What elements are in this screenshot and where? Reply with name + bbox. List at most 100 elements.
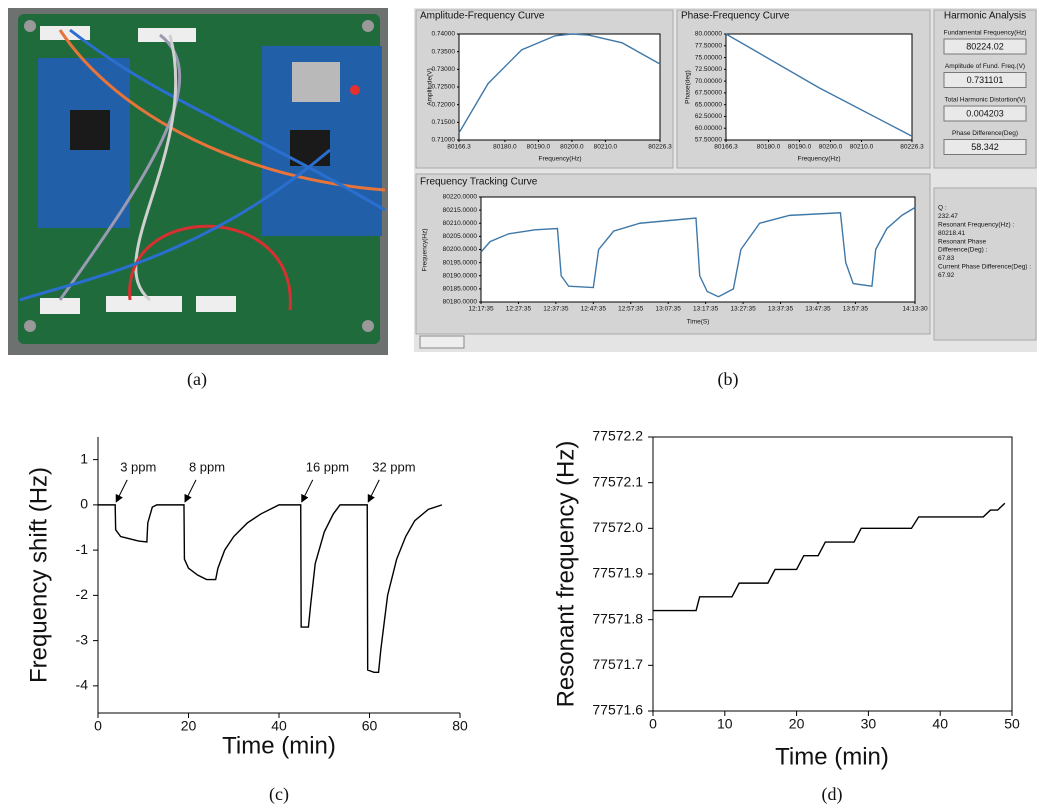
screw xyxy=(362,320,374,332)
y-axis-label: Frequency shift (Hz) xyxy=(25,467,52,683)
annotation-arrow xyxy=(367,479,380,503)
field-box xyxy=(943,105,1027,122)
connector xyxy=(40,298,80,314)
panel-label: (b) xyxy=(718,369,739,390)
x-tick-label: 13:07:35 xyxy=(656,306,682,313)
field-label: Phase Difference(Deg) xyxy=(952,130,1018,137)
info-line: Resonant Frequency(Hz) : xyxy=(938,222,1014,229)
x-axis-label: Time (min) xyxy=(222,732,336,759)
x-tick-label: 80180.0 xyxy=(493,144,517,151)
y-tick-label: 80215.0000 xyxy=(443,207,478,214)
y-tick-label: 0.71500 xyxy=(432,119,456,126)
y-tick-label: -1 xyxy=(76,541,89,557)
chip xyxy=(70,110,110,150)
toolbar[interactable] xyxy=(419,335,465,349)
y-tick-label: 67.50000 xyxy=(695,90,722,97)
screw xyxy=(24,20,36,32)
x-tick-label: 80190.0 xyxy=(788,144,812,151)
y-tick-label: 80220.0000 xyxy=(443,194,478,201)
y-tick-label: 0.73000 xyxy=(432,66,456,73)
connector xyxy=(106,296,182,312)
x-tick-label: 80200.0 xyxy=(560,144,584,151)
x-tick-label: 50 xyxy=(1004,716,1020,732)
x-axis-label: Time(S) xyxy=(687,319,710,326)
field-label: Total Harmonic Distortion(V) xyxy=(944,97,1025,104)
x-tick-label: 12:27:35 xyxy=(506,306,532,313)
y-tick-label: 80190.0000 xyxy=(443,272,478,279)
info-line: Resonant Phase xyxy=(938,238,986,245)
y-axis-label: Frequency(Hz) xyxy=(422,229,429,272)
x-tick-label: 80210.0 xyxy=(594,144,618,151)
y-tick-label: 0.73500 xyxy=(432,48,456,55)
y-tick-label: 80185.0000 xyxy=(443,286,478,293)
y-tick-label: 77572.1 xyxy=(592,473,643,489)
info-line: Current Phase Difference(Deg) : xyxy=(938,264,1031,271)
x-tick-label: 0 xyxy=(94,718,102,734)
wire xyxy=(128,224,292,311)
x-tick-label: 13:17:35 xyxy=(693,306,719,313)
field-box xyxy=(943,38,1027,55)
y-axis-label: Phase(deg) xyxy=(685,70,692,104)
connector xyxy=(138,28,196,42)
info-line: 67.92 xyxy=(938,272,955,279)
y-tick-label: 0.74000 xyxy=(432,31,456,38)
x-tick-label: 80166.3 xyxy=(447,144,471,151)
screw xyxy=(362,20,374,32)
x-tick-label: 30 xyxy=(861,716,877,732)
y-tick-label: 1 xyxy=(80,450,88,466)
plot-area xyxy=(458,33,661,141)
y-tick-label: 80200.0000 xyxy=(443,246,478,253)
y-tick-label: 0.72000 xyxy=(432,101,456,108)
wire xyxy=(58,33,182,301)
annotation-arrow xyxy=(184,479,197,503)
wire xyxy=(134,34,178,302)
x-tick-label: 14:13:30 xyxy=(902,306,928,313)
x-tick-label: 80 xyxy=(452,718,468,734)
harmonic-fields: Fundamental Frequency(Hz) 80224.02 Amplitu… xyxy=(943,30,1027,155)
tracking-info: Q :232.47 Resonant Frequency(Hz) :80218.4… xyxy=(938,205,1031,279)
y-tick-label: 80195.0000 xyxy=(443,259,478,266)
x-tick-label: 40 xyxy=(932,716,948,732)
x-tick-label: 12:17:35 xyxy=(468,306,494,313)
y-tick-label: 77572.0 xyxy=(592,519,643,535)
y-tick-label: -2 xyxy=(76,586,89,602)
annotation-arrow xyxy=(115,479,128,503)
y-tick-label: 72.50000 xyxy=(695,66,722,73)
x-tick-label: 40 xyxy=(271,718,287,734)
x-tick-label: 13:47:35 xyxy=(805,306,831,313)
field-value: 80224.02 xyxy=(966,41,1004,51)
data-line xyxy=(480,206,916,298)
x-tick-label: 80166.3 xyxy=(714,144,738,151)
x-tick-label: 20 xyxy=(181,718,197,734)
info-line: 67.83 xyxy=(938,255,955,262)
y-tick-label: 80210.0000 xyxy=(443,220,478,227)
plot-area xyxy=(98,437,460,713)
data-line xyxy=(98,504,443,673)
panel-title: Harmonic Analysis xyxy=(944,11,1026,22)
field-value: 0.731101 xyxy=(967,75,1004,85)
x-tick-label: 80180.0 xyxy=(757,144,781,151)
y-tick-label: 77572.2 xyxy=(592,428,643,444)
x-tick-label: 12:47:35 xyxy=(581,306,607,313)
x-tick-label: 20 xyxy=(789,716,805,732)
field-value: 0.004203 xyxy=(966,108,1004,118)
info-line: 80218.41 xyxy=(938,230,965,237)
y-tick-label: 77.50000 xyxy=(695,42,722,49)
y-tick-label: 0.71000 xyxy=(432,137,456,144)
x-tick-label: 80190.0 xyxy=(527,144,551,151)
wire xyxy=(69,28,386,212)
data-line xyxy=(458,33,661,134)
x-axis-label: Frequency(Hz) xyxy=(798,156,841,163)
x-tick-label: 13:57:35 xyxy=(843,306,869,313)
y-tick-label: 60.00000 xyxy=(695,125,722,132)
x-tick-label: 0 xyxy=(649,716,657,732)
y-tick-label: 57.50000 xyxy=(695,137,722,144)
y-tick-label: -4 xyxy=(76,677,89,693)
field-box xyxy=(943,72,1027,88)
info-line: Difference(Deg) : xyxy=(938,247,988,254)
y-tick-label: 0.72500 xyxy=(432,84,456,91)
y-tick-label: 80180.0000 xyxy=(443,299,478,306)
x-tick-label: 80210.0 xyxy=(850,144,874,151)
x-tick-label: 13:37:35 xyxy=(768,306,794,313)
chart-title: Frequency Tracking Curve xyxy=(420,177,538,188)
